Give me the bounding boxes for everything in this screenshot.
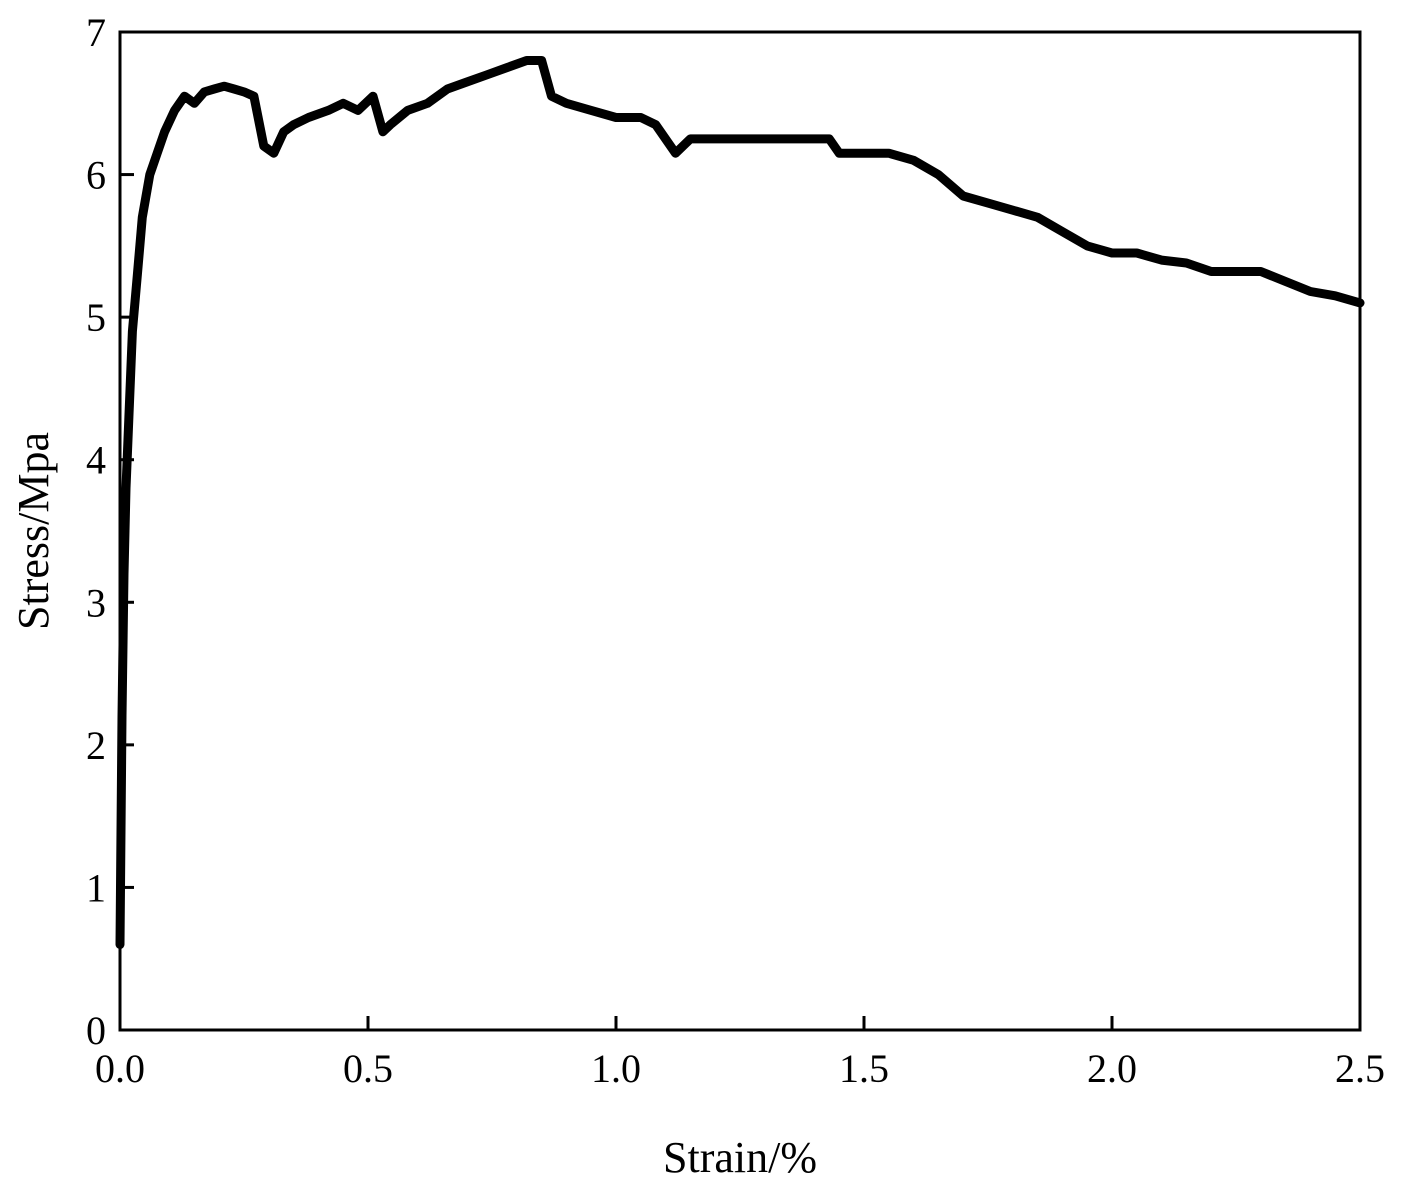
data-point (504, 65, 509, 70)
data-point (122, 571, 126, 576)
y-axis-label: Stress/Mpa (9, 432, 58, 630)
data-point (936, 172, 941, 177)
plot-frame (118, 30, 1362, 1032)
data-point (140, 215, 145, 220)
data-point (291, 122, 296, 127)
data-point (827, 136, 832, 141)
x-tick-label: 1.0 (591, 1046, 641, 1091)
data-point (120, 714, 124, 719)
data-point (155, 151, 160, 156)
data-point (242, 89, 246, 94)
series-line (115, 56, 1365, 949)
data-point (281, 129, 286, 134)
y-tick-label: 4 (86, 438, 106, 483)
y-tick-label: 7 (86, 10, 106, 55)
data-point (465, 79, 470, 84)
data-point (1010, 208, 1015, 213)
data-point (306, 115, 311, 120)
data-point (837, 151, 842, 156)
y-tick-label: 3 (86, 580, 106, 625)
x-tick-label: 0.0 (95, 1046, 145, 1091)
data-point (549, 94, 554, 99)
data-point (1134, 251, 1139, 255)
data-point (812, 136, 817, 141)
data-point (1060, 229, 1065, 234)
data-point (445, 87, 450, 91)
data-point (356, 108, 361, 113)
data-point (162, 129, 167, 134)
data-point (1159, 258, 1164, 263)
data-point (961, 194, 966, 198)
data-point (212, 87, 217, 91)
data-point (182, 94, 187, 99)
data-point (524, 58, 529, 63)
data-point (135, 272, 140, 277)
data-point (232, 87, 237, 91)
y-tick-label: 1 (86, 865, 106, 910)
data-point (564, 101, 569, 106)
data-point (1110, 251, 1114, 255)
x-tick-label: 2.5 (1335, 1046, 1385, 1091)
data-point (1085, 243, 1090, 248)
x-axis-ticks: 0.0 0.5 1.0 1.5 2.0 2.5 (95, 1016, 1385, 1091)
data-point (1358, 300, 1362, 305)
data-point (1258, 269, 1263, 274)
y-tick-label: 6 (86, 153, 106, 198)
data-point (371, 94, 375, 99)
data-point (1209, 269, 1214, 274)
data-point (911, 158, 916, 163)
data-point (653, 122, 658, 127)
data-point (738, 136, 742, 141)
data-point (1234, 269, 1238, 274)
data-point (118, 942, 122, 947)
data-point (1035, 215, 1040, 220)
data-point (261, 144, 266, 149)
series-group (115, 56, 1365, 949)
y-tick-label: 5 (86, 295, 106, 340)
data-point (787, 136, 792, 141)
data-point (405, 108, 410, 113)
data-point (1333, 293, 1338, 298)
data-point (673, 151, 678, 156)
data-point (251, 94, 256, 99)
data-point (124, 486, 128, 491)
data-point (388, 122, 393, 127)
data-point (1283, 279, 1288, 284)
data-point (688, 136, 693, 141)
data-point (485, 72, 489, 77)
y-axis-ticks: 0 1 2 3 4 5 6 7 (86, 10, 134, 1053)
data-point (326, 108, 331, 113)
x-tick-label: 2.0 (1087, 1046, 1137, 1091)
data-point (713, 136, 718, 141)
data-point (762, 136, 767, 141)
data-point (886, 151, 891, 156)
data-point (126, 414, 131, 419)
data-point (147, 172, 152, 177)
data-point (1184, 261, 1189, 265)
x-tick-label: 0.5 (343, 1046, 393, 1091)
x-tick-label: 1.5 (839, 1046, 889, 1091)
data-point (539, 58, 544, 63)
data-point (380, 129, 385, 134)
data-point (589, 108, 594, 113)
data-point (862, 151, 866, 156)
data-point (986, 201, 990, 206)
data-point (614, 115, 618, 120)
data-point (341, 101, 346, 106)
x-axis-label: Strain/% (663, 1133, 817, 1182)
data-point (425, 101, 430, 106)
y-tick-label: 0 (86, 1008, 106, 1053)
data-point (271, 151, 276, 156)
data-point (172, 108, 177, 113)
y-tick-label: 2 (86, 723, 106, 768)
data-point (638, 115, 643, 120)
data-point (222, 84, 227, 89)
data-point (130, 329, 135, 334)
data-point (1308, 289, 1313, 294)
data-point (192, 101, 197, 106)
data-point (202, 89, 207, 94)
